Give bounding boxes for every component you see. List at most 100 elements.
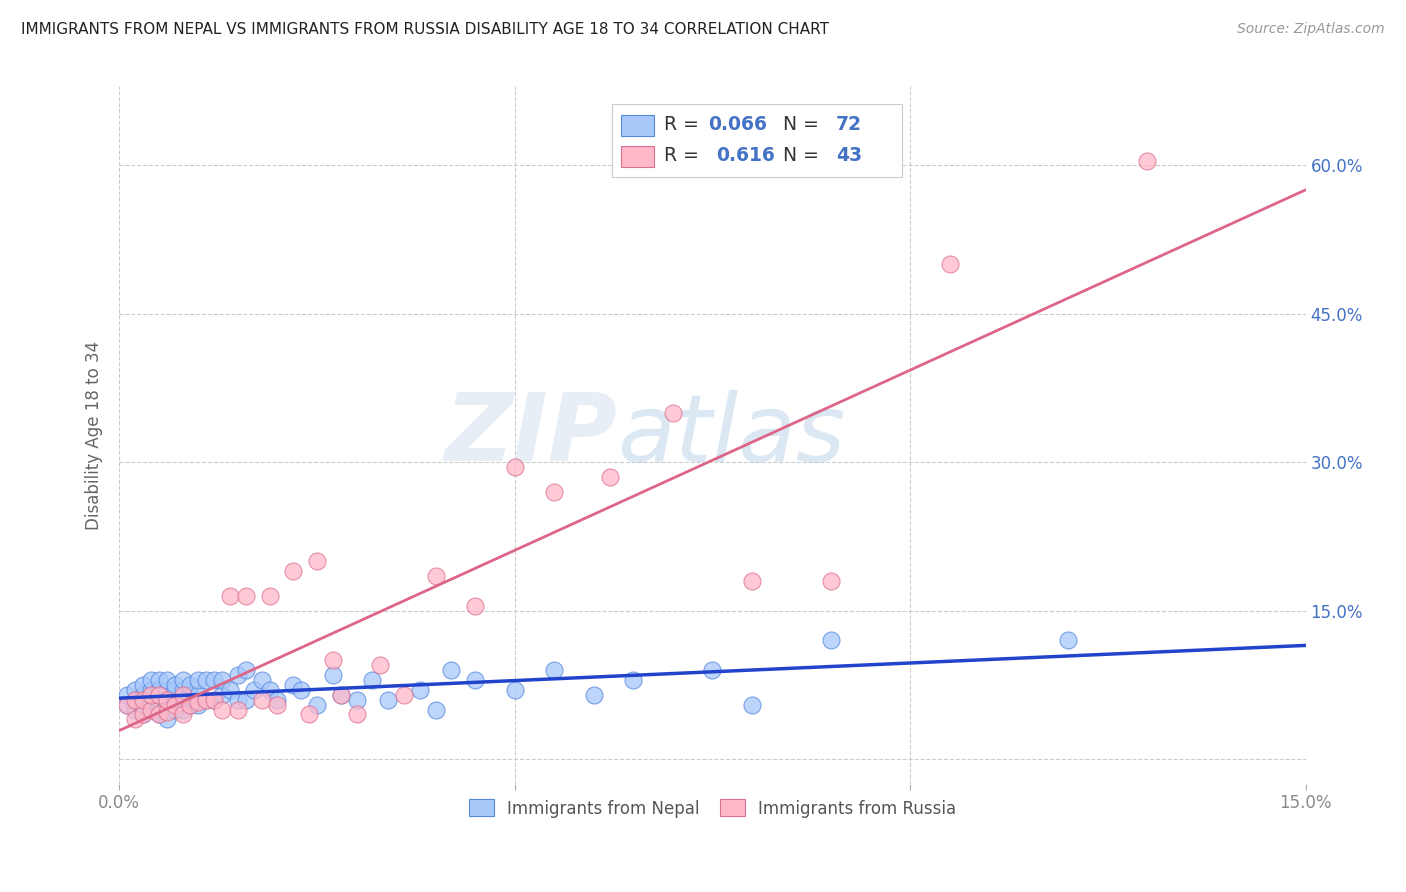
Point — [259, 682, 281, 697]
Point — [139, 698, 162, 712]
Point — [464, 599, 486, 613]
Point — [163, 678, 186, 692]
Point — [124, 692, 146, 706]
Point — [219, 589, 242, 603]
Point — [132, 688, 155, 702]
Point — [148, 698, 170, 712]
Point — [132, 678, 155, 692]
Point — [219, 682, 242, 697]
Point — [202, 692, 225, 706]
Point — [172, 673, 194, 687]
Point — [115, 698, 138, 712]
Point — [172, 688, 194, 702]
Point — [139, 702, 162, 716]
Point — [195, 692, 218, 706]
Point — [211, 688, 233, 702]
Point — [132, 707, 155, 722]
Point — [179, 698, 201, 712]
Point — [195, 692, 218, 706]
Point — [283, 564, 305, 578]
Point — [329, 688, 352, 702]
Point — [148, 707, 170, 722]
Point — [235, 663, 257, 677]
Point — [820, 633, 842, 648]
Point — [195, 673, 218, 687]
Point — [139, 688, 162, 702]
Point — [115, 688, 138, 702]
Point — [377, 692, 399, 706]
Text: 43: 43 — [835, 146, 862, 165]
Point — [202, 673, 225, 687]
Text: atlas: atlas — [617, 390, 846, 481]
Point — [124, 682, 146, 697]
Point — [322, 653, 344, 667]
Point — [156, 705, 179, 719]
Point — [124, 702, 146, 716]
Text: N =: N = — [770, 115, 824, 134]
Point — [187, 688, 209, 702]
Point — [361, 673, 384, 687]
Point — [582, 688, 605, 702]
Point — [124, 692, 146, 706]
Point — [148, 692, 170, 706]
Point — [211, 702, 233, 716]
Point — [409, 682, 432, 697]
Point — [226, 668, 249, 682]
Point — [599, 470, 621, 484]
Point — [368, 658, 391, 673]
Point — [139, 688, 162, 702]
FancyBboxPatch shape — [612, 103, 903, 177]
Point — [235, 692, 257, 706]
Text: Source: ZipAtlas.com: Source: ZipAtlas.com — [1237, 22, 1385, 37]
Point — [163, 692, 186, 706]
Point — [172, 692, 194, 706]
Point — [132, 692, 155, 706]
FancyBboxPatch shape — [621, 145, 654, 167]
Point — [148, 682, 170, 697]
Point — [179, 698, 201, 712]
Point — [250, 692, 273, 706]
Point — [148, 707, 170, 722]
Text: R =: R = — [664, 146, 710, 165]
Point — [163, 698, 186, 712]
Point — [329, 688, 352, 702]
Point — [322, 668, 344, 682]
Point — [543, 663, 565, 677]
Point — [163, 702, 186, 716]
Point — [211, 673, 233, 687]
Point — [156, 692, 179, 706]
Point — [440, 663, 463, 677]
Text: 72: 72 — [835, 115, 862, 134]
Point — [226, 692, 249, 706]
Point — [156, 673, 179, 687]
Point — [179, 688, 201, 702]
Point — [346, 692, 368, 706]
Point — [820, 574, 842, 588]
Point — [283, 678, 305, 692]
Point — [226, 702, 249, 716]
Point — [172, 702, 194, 716]
Legend: Immigrants from Nepal, Immigrants from Russia: Immigrants from Nepal, Immigrants from R… — [463, 793, 963, 824]
Point — [187, 673, 209, 687]
Point — [938, 257, 960, 271]
Point — [503, 460, 526, 475]
Point — [156, 702, 179, 716]
Point — [464, 673, 486, 687]
Point — [156, 692, 179, 706]
Text: R =: R = — [664, 115, 704, 134]
Point — [187, 695, 209, 709]
Point — [543, 484, 565, 499]
Point — [259, 589, 281, 603]
Point — [298, 707, 321, 722]
Point — [290, 682, 312, 697]
Point — [392, 688, 415, 702]
Point — [132, 707, 155, 722]
Text: 0.066: 0.066 — [707, 115, 766, 134]
Text: 0.616: 0.616 — [716, 146, 775, 165]
Point — [346, 707, 368, 722]
Point — [132, 698, 155, 712]
Point — [172, 682, 194, 697]
Point — [662, 406, 685, 420]
Point — [1136, 153, 1159, 168]
Y-axis label: Disability Age 18 to 34: Disability Age 18 to 34 — [86, 341, 103, 530]
